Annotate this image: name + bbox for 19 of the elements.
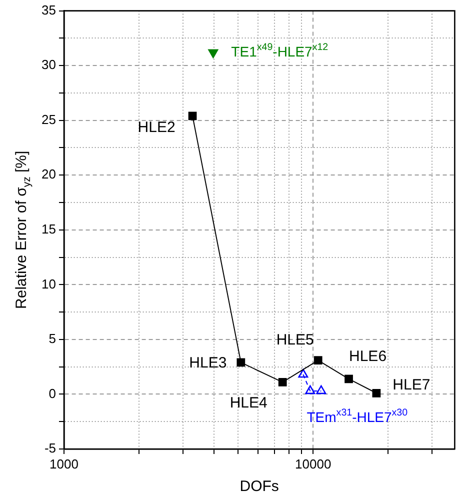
y-tick-label: 20 — [42, 166, 56, 182]
x-tick-label: 10000 — [295, 456, 332, 472]
annotation: HLE2 — [138, 119, 176, 136]
y-axis-title: Relative Error of σyz [%] — [13, 150, 34, 309]
annotation: HLE6 — [349, 348, 387, 366]
annotation: HLE3 — [189, 354, 227, 372]
x-axis-title: DOFs — [240, 478, 279, 496]
y-tick-label: 0 — [48, 386, 56, 401]
x-tick-label: 1000 — [50, 456, 78, 472]
annotation: HLE4 — [230, 394, 268, 412]
y-tick-label: 15 — [42, 221, 56, 236]
annotation: HLE5 — [276, 331, 314, 348]
y-tick-label: 35 — [42, 2, 56, 18]
annotation: HLE7 — [392, 376, 430, 394]
y-tick-label: -5 — [44, 440, 56, 456]
y-tick-label: 10 — [42, 276, 56, 292]
y-tick-label: 25 — [42, 112, 56, 127]
y-tick-label: 5 — [48, 331, 56, 346]
y-tick-label: 30 — [42, 57, 56, 72]
